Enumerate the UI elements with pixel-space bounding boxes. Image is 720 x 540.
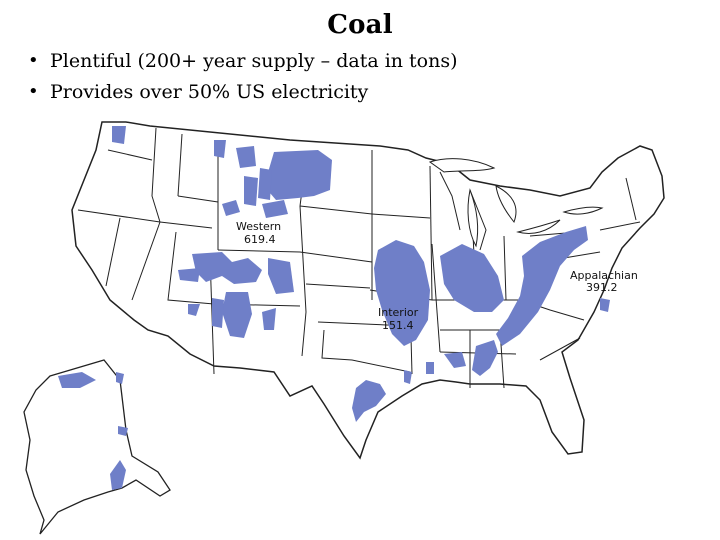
us-outline bbox=[71, 121, 665, 460]
alaska-outline bbox=[23, 359, 171, 535]
region-name-western: Western bbox=[236, 220, 281, 233]
bullet-dot-icon: • bbox=[28, 50, 39, 71]
region-value-western: 619.4 bbox=[244, 233, 276, 246]
coal-deposits bbox=[58, 126, 610, 490]
bullet-dot-icon: • bbox=[28, 81, 39, 102]
bullet-text: Provides over 50% US electricity bbox=[50, 81, 369, 103]
region-value-interior: 151.4 bbox=[382, 319, 414, 332]
bullet-text: Plentiful (200+ year supply – data in to… bbox=[50, 50, 458, 72]
great-lakes bbox=[428, 158, 604, 248]
bullet-item: • Provides over 50% US electricity bbox=[26, 78, 458, 109]
bullet-item: • Plentiful (200+ year supply – data in t… bbox=[26, 47, 458, 78]
us-coal-map: Western 619.4 Interior 151.4 Appalachian… bbox=[23, 121, 665, 535]
region-name-interior: Interior bbox=[378, 306, 419, 319]
region-value-appalachian: 391.2 bbox=[586, 281, 618, 294]
bullet-list: • Plentiful (200+ year supply – data in t… bbox=[26, 47, 458, 109]
slide-title: Coal bbox=[327, 10, 393, 40]
region-labels: Western 619.4 Interior 151.4 Appalachian… bbox=[236, 220, 638, 332]
region-name-appalachian: Appalachian bbox=[570, 269, 638, 282]
